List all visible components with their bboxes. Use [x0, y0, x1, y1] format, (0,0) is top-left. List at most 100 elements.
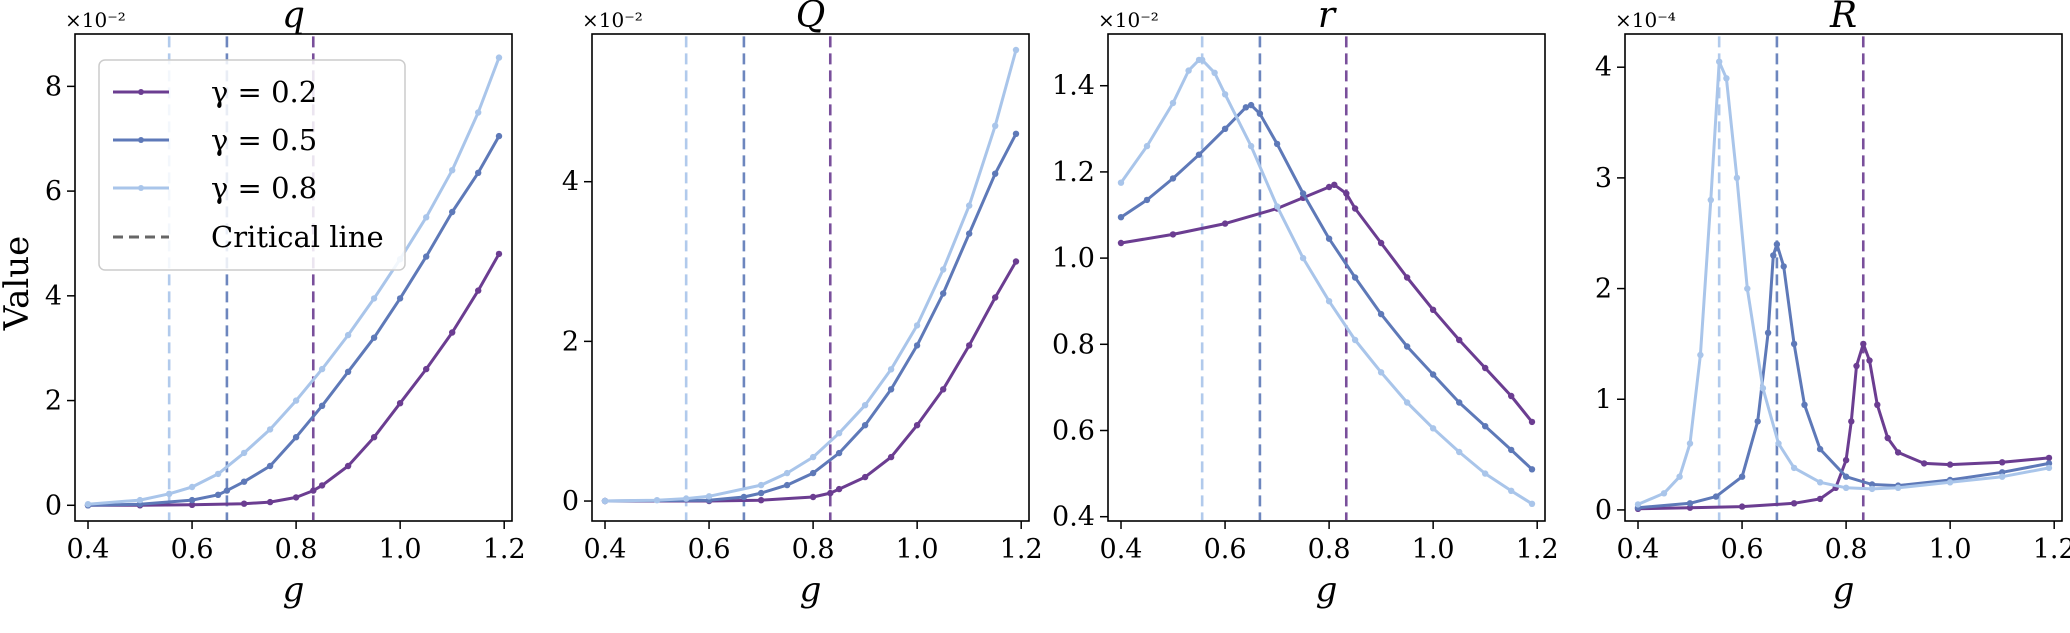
x-tick-label: 1.0	[1929, 534, 1972, 565]
legend-swatch-marker	[138, 89, 144, 95]
data-point	[1273, 203, 1281, 210]
data-point	[913, 322, 921, 329]
plot-frame	[1107, 33, 1546, 522]
data-point	[1199, 56, 1206, 64]
data-point	[449, 167, 456, 174]
series-line	[1119, 58, 1534, 506]
data-point	[1816, 495, 1824, 503]
data-point	[2045, 454, 2053, 462]
y-tick-label: 8	[45, 71, 62, 102]
data-point	[344, 462, 352, 470]
data-point	[1738, 473, 1746, 480]
data-point	[992, 122, 999, 129]
legend-label: γ = 0.8	[211, 171, 317, 205]
data-point	[757, 481, 765, 489]
data-point	[1874, 401, 1881, 408]
data-point	[1325, 183, 1333, 191]
data-point	[84, 501, 92, 508]
data-point	[1221, 91, 1229, 98]
series-line	[603, 132, 1018, 503]
data-point	[861, 473, 869, 481]
data-point	[1331, 181, 1338, 188]
data-point	[1403, 399, 1411, 406]
data-point	[653, 497, 661, 504]
data-point	[495, 54, 503, 61]
panel-1: 0.4 0.6 0.8 1.0 1.2 0 2 4 6 8 ×10⁻² q g	[45, 0, 526, 610]
data-point	[835, 485, 843, 493]
data-point	[757, 489, 765, 497]
data-point	[1866, 357, 1873, 364]
y-tick-label: 1	[1595, 384, 1612, 415]
data-point	[1273, 140, 1281, 148]
x-tick-label: 0.4	[1617, 534, 1660, 565]
data-point	[887, 386, 895, 393]
data-point	[809, 469, 817, 477]
plot-frame	[591, 33, 1030, 522]
x-tick-label: 0.8	[1308, 534, 1351, 565]
data-point	[1842, 456, 1850, 464]
axis-multiplier: ×10⁻⁴	[1615, 8, 1676, 32]
data-point	[266, 498, 274, 506]
data-point	[1780, 263, 1787, 270]
data-point	[966, 202, 973, 209]
data-point	[1894, 484, 1902, 491]
y-tick-label: 4	[45, 281, 62, 312]
x-axis-label: g	[800, 570, 822, 610]
data-point	[423, 214, 430, 221]
data-point	[1508, 446, 1515, 454]
data-point	[188, 501, 196, 508]
data-point	[240, 500, 248, 507]
y-tick-label: 2	[45, 386, 62, 417]
series-line	[603, 260, 1018, 503]
axis-multiplier: ×10⁻²	[65, 8, 126, 32]
panel-title: Q	[796, 0, 826, 36]
plot-frame	[74, 33, 513, 522]
x-tick-label: 1.2	[1516, 534, 1559, 565]
data-point	[423, 365, 430, 373]
y-tick-label: 1.4	[1052, 71, 1095, 102]
data-point	[1343, 190, 1350, 197]
y-tick-label: 2	[1595, 274, 1612, 305]
panel-2: 0.4 0.6 0.8 1.0 1.2 0 2 4 ×10⁻² Qg	[562, 0, 1043, 610]
data-point	[705, 493, 713, 500]
data-point	[1377, 239, 1385, 247]
data-point	[835, 449, 843, 457]
x-tick-label: 0.8	[792, 534, 835, 565]
data-point	[1770, 252, 1777, 259]
data-point	[166, 490, 173, 497]
data-point	[1256, 110, 1264, 117]
data-point	[1738, 503, 1746, 510]
data-point	[1946, 461, 1954, 468]
data-point	[1508, 487, 1515, 494]
panel-title: q	[282, 0, 305, 36]
data-point	[913, 422, 921, 429]
data-point	[214, 470, 222, 478]
data-point	[1299, 190, 1307, 197]
y-tick-label: 4	[1595, 52, 1612, 83]
data-point	[1790, 500, 1798, 507]
data-point	[1456, 399, 1463, 406]
data-point	[1242, 104, 1250, 111]
data-point	[1377, 369, 1385, 376]
x-tick-label: 0.8	[1825, 534, 1868, 565]
data-point	[1528, 466, 1536, 473]
y-tick-label: 0.8	[1052, 329, 1095, 360]
data-point	[1634, 501, 1642, 508]
data-point	[1012, 46, 1020, 54]
x-tick-label: 0.4	[584, 534, 627, 565]
legend-frame	[98, 59, 406, 271]
data-point	[1816, 479, 1824, 486]
data-point	[1169, 175, 1177, 182]
panel-title: R	[1829, 0, 1857, 36]
panel-3: 0.4 0.6 0.8 1.0 1.2 0.4 0.6 0.8 1.0 1.2 1.4 ×10⁻² r g	[1052, 0, 1559, 610]
data-point	[1221, 125, 1229, 132]
data-point	[475, 169, 482, 176]
data-point	[188, 483, 196, 491]
data-point	[1860, 340, 1867, 348]
axis-multiplier: ×10⁻²	[582, 8, 643, 32]
x-axis-label: g	[283, 570, 305, 610]
data-point	[1920, 460, 1928, 467]
data-point	[1686, 440, 1694, 447]
data-point	[1221, 220, 1229, 227]
data-point	[1686, 504, 1694, 511]
